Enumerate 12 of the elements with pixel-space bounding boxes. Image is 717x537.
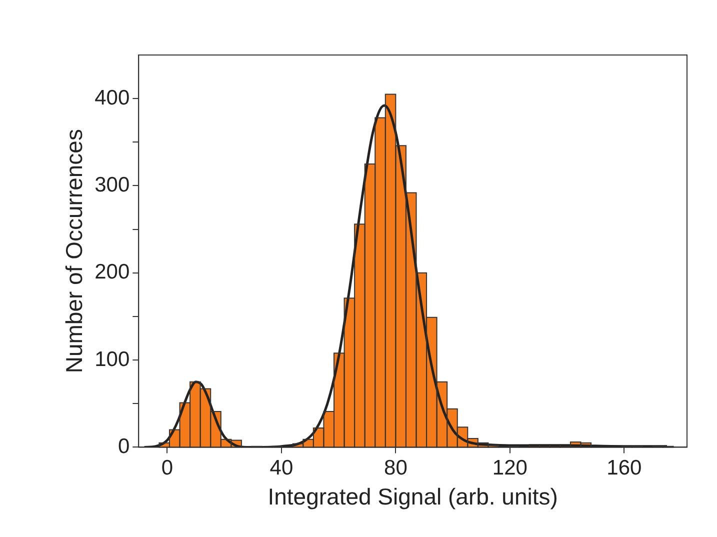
x-tick-label: 0 <box>161 456 174 480</box>
y-tick-label: 0 <box>118 434 130 458</box>
x-tick-label: 80 <box>384 456 408 480</box>
x-tick-label: 40 <box>270 456 294 480</box>
y-tick-label: 400 <box>94 86 130 110</box>
x-tick-label: 160 <box>606 456 642 480</box>
y-tick-label: 200 <box>94 260 130 284</box>
y-tick-label: 100 <box>94 348 130 371</box>
x-axis-title: Integrated Signal (arb. units) <box>268 484 558 510</box>
x-tick-label: 120 <box>492 456 528 480</box>
y-axis-title: Number of Occurrences <box>61 129 88 374</box>
y-tick-label: 300 <box>94 174 130 197</box>
